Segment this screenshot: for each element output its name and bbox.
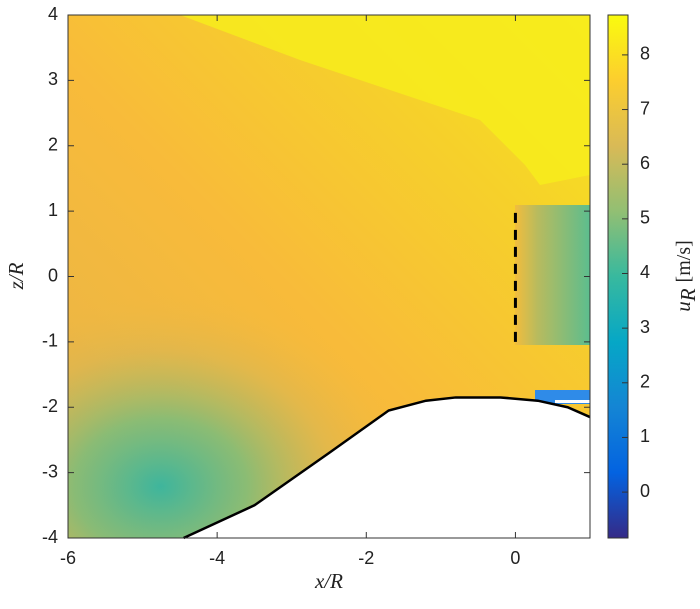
colorbar-tick-label: 5	[640, 208, 650, 228]
terrain-fill	[183, 397, 591, 538]
y-tick-label: -4	[42, 527, 58, 547]
y-tick-label: 1	[48, 200, 58, 220]
colorbar-tick-label: 3	[640, 317, 650, 337]
y-tick-label: -3	[42, 461, 58, 481]
colorbar-label: uR [m/s]	[671, 240, 700, 312]
y-tick-label: 2	[48, 135, 58, 155]
colorbar-label-unit: [m/s]	[673, 240, 695, 282]
colorbar-tick-label: 6	[640, 153, 650, 173]
colorbar	[607, 14, 629, 539]
y-tick-label: -2	[42, 396, 58, 416]
colorbar-tick-label: 8	[640, 44, 650, 64]
y-tick-label: 4	[48, 4, 58, 24]
y-tick-label: 3	[48, 69, 58, 89]
x-tick-label: -6	[60, 548, 76, 568]
colorbar-tick-label: 2	[640, 372, 650, 392]
x-tick-label: -4	[209, 548, 225, 568]
colorbar-tick-label: 1	[640, 426, 650, 446]
y-axis-label: z/R	[4, 262, 28, 290]
colorbar-label-subscript: R	[676, 288, 700, 302]
x-tick-label: 0	[510, 548, 520, 568]
plot-layer	[183, 211, 591, 540]
x-tick-label: -2	[358, 548, 374, 568]
x-axis-label: x/R	[314, 569, 343, 593]
field	[68, 15, 590, 538]
terrain-line	[183, 396, 591, 540]
colorbar-tick-label: 7	[640, 98, 650, 118]
colorbar-tick-label: 4	[640, 262, 650, 282]
y-tick-label: 0	[48, 265, 58, 285]
y-tick-label: -1	[42, 331, 58, 351]
colorbar-tick-label: 0	[640, 481, 650, 501]
colorbar-label-symbol: u	[671, 301, 695, 312]
